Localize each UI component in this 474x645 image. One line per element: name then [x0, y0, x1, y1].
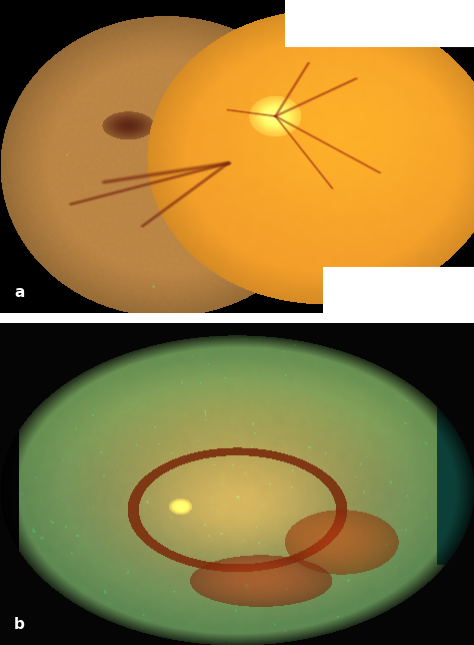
Text: b: b [14, 617, 25, 632]
Text: a: a [14, 285, 25, 300]
